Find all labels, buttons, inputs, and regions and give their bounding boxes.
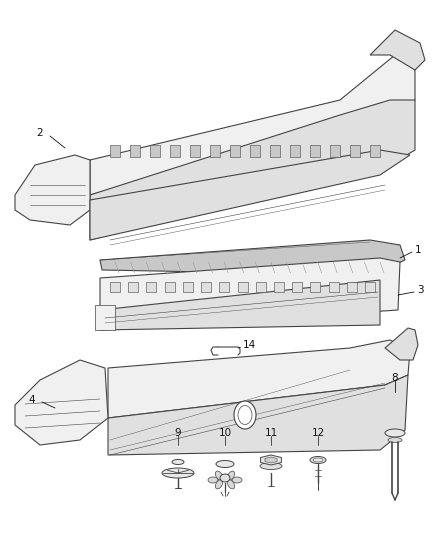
- Polygon shape: [250, 145, 260, 157]
- Polygon shape: [108, 375, 408, 455]
- Polygon shape: [256, 282, 266, 292]
- Text: 14: 14: [243, 340, 256, 350]
- Text: 4: 4: [28, 395, 35, 405]
- Polygon shape: [110, 282, 120, 292]
- Polygon shape: [328, 282, 339, 292]
- Polygon shape: [201, 282, 211, 292]
- Text: 11: 11: [265, 428, 278, 438]
- Polygon shape: [170, 145, 180, 157]
- Polygon shape: [95, 305, 115, 330]
- Polygon shape: [385, 328, 418, 360]
- Polygon shape: [15, 360, 108, 445]
- Polygon shape: [90, 150, 410, 240]
- Polygon shape: [261, 455, 281, 465]
- Ellipse shape: [310, 456, 326, 464]
- Polygon shape: [350, 145, 360, 157]
- Polygon shape: [100, 258, 400, 330]
- Ellipse shape: [388, 438, 402, 442]
- Ellipse shape: [385, 429, 405, 437]
- Polygon shape: [237, 282, 247, 292]
- Ellipse shape: [227, 471, 235, 480]
- Polygon shape: [370, 30, 425, 70]
- Polygon shape: [265, 457, 277, 463]
- Ellipse shape: [215, 480, 223, 489]
- Polygon shape: [128, 282, 138, 292]
- Polygon shape: [15, 155, 90, 225]
- Polygon shape: [90, 100, 415, 240]
- Ellipse shape: [260, 463, 282, 470]
- Polygon shape: [90, 55, 415, 195]
- Polygon shape: [311, 282, 320, 292]
- Polygon shape: [110, 145, 120, 157]
- Ellipse shape: [172, 459, 184, 464]
- Polygon shape: [230, 145, 240, 157]
- Text: 2: 2: [37, 128, 43, 138]
- Polygon shape: [150, 145, 160, 157]
- Polygon shape: [183, 282, 193, 292]
- Ellipse shape: [216, 461, 234, 467]
- Text: 12: 12: [311, 428, 325, 438]
- Polygon shape: [270, 145, 280, 157]
- Polygon shape: [365, 282, 375, 292]
- Polygon shape: [100, 240, 405, 275]
- Polygon shape: [219, 282, 229, 292]
- Ellipse shape: [232, 477, 242, 483]
- Text: 9: 9: [175, 428, 181, 438]
- Text: 3: 3: [417, 285, 423, 295]
- Text: 8: 8: [392, 373, 398, 383]
- Polygon shape: [274, 282, 284, 292]
- Polygon shape: [210, 145, 220, 157]
- Polygon shape: [165, 282, 175, 292]
- Polygon shape: [146, 282, 156, 292]
- Polygon shape: [370, 145, 380, 157]
- Ellipse shape: [162, 468, 194, 478]
- Ellipse shape: [227, 480, 235, 489]
- Polygon shape: [100, 280, 380, 330]
- Polygon shape: [108, 340, 410, 418]
- Ellipse shape: [208, 477, 218, 483]
- Polygon shape: [310, 145, 320, 157]
- Polygon shape: [190, 145, 200, 157]
- Text: 1: 1: [415, 245, 421, 255]
- Polygon shape: [330, 145, 340, 157]
- Polygon shape: [130, 145, 140, 157]
- Ellipse shape: [220, 474, 230, 482]
- Ellipse shape: [215, 471, 223, 480]
- Text: 10: 10: [219, 428, 232, 438]
- Polygon shape: [347, 282, 357, 292]
- Ellipse shape: [234, 401, 256, 429]
- Polygon shape: [290, 145, 300, 157]
- Polygon shape: [292, 282, 302, 292]
